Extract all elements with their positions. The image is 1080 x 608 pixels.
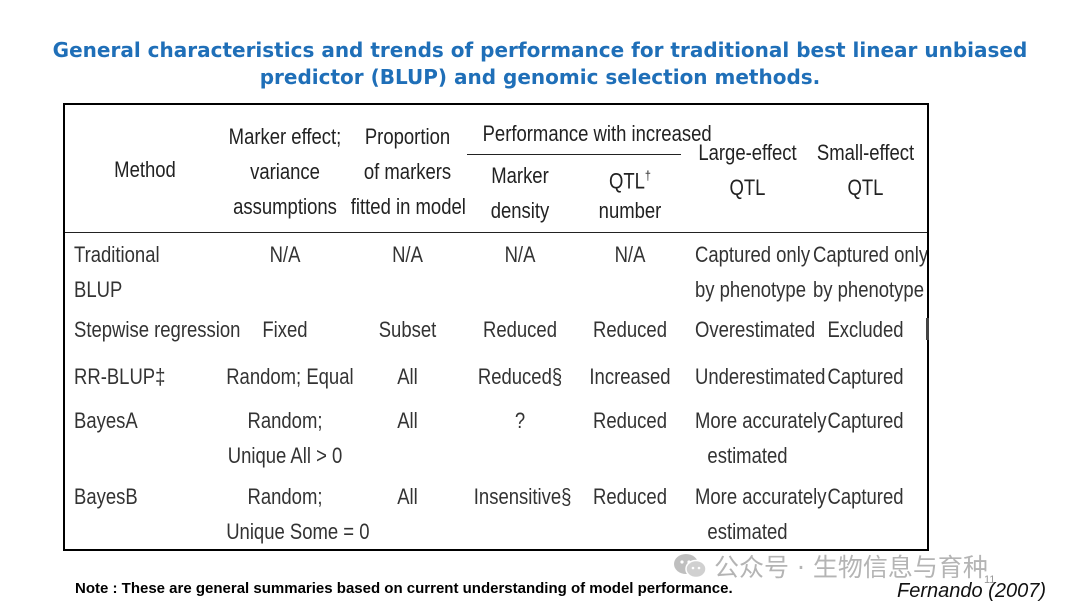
row-marker-density: Insensitive§ (473, 484, 572, 509)
row-proportion: Subset (378, 317, 437, 342)
row-marker-density: N/A (504, 242, 536, 267)
qtl-label: QTL (608, 168, 645, 194)
header-large-effect-line1: Large-effect (698, 140, 797, 165)
row-qtl-number: N/A (614, 242, 646, 267)
characteristics-table: Method Marker effect; variance assumptio… (63, 103, 929, 551)
watermark-text: 公众号 · 生物信息与育种 (714, 553, 988, 582)
header-performance-group: Performance with increased (482, 121, 712, 146)
row-method: Stepwise regression (74, 317, 241, 342)
row-small-effect: Excluded (827, 317, 904, 342)
row-marker-density: ? (514, 408, 526, 433)
header-small-effect-line2: QTL (847, 175, 884, 200)
header-marker-density-line1: Marker (491, 163, 549, 188)
header-rule (65, 232, 927, 233)
row-large-effect: More accurately (695, 408, 827, 433)
row-large-effect: by phenotype (695, 277, 806, 302)
header-small-effect-line1: Small-effect (816, 140, 915, 165)
row-marker-effect: Unique All > 0 (227, 443, 343, 468)
citation: Fernando (2007) (897, 580, 1046, 602)
row-method: Traditional (74, 242, 160, 267)
group-underline (467, 154, 681, 155)
cropped-text-fragment (926, 318, 929, 340)
header-proportion-line1: Proportion (364, 124, 451, 149)
row-large-effect: estimated (707, 519, 788, 544)
row-large-effect: Underestimated (695, 364, 826, 389)
row-method: BayesA (74, 408, 138, 433)
row-marker-effect: Unique Some = 0 (226, 519, 370, 544)
row-method: BLUP (74, 277, 123, 302)
header-proportion-line2: of markers (363, 159, 452, 184)
header-method: Method (114, 157, 176, 182)
row-marker-effect: Random; (247, 484, 323, 509)
header-large-effect-line2: QTL (729, 175, 766, 200)
header-proportion-line3: fitted in model (350, 194, 466, 219)
row-marker-density: Reduced§ (477, 364, 563, 389)
row-marker-effect: Random; (247, 408, 323, 433)
note-text: Note : These are general summaries based… (75, 580, 733, 597)
header-marker-effect-line3: assumptions (233, 194, 337, 219)
header-marker-effect-line2: variance (250, 159, 320, 184)
row-proportion: All (397, 408, 418, 433)
row-marker-density: Reduced (483, 317, 557, 342)
header-marker-density-line2: density (490, 198, 550, 223)
row-large-effect: More accurately (695, 484, 827, 509)
header-marker-effect-line1: Marker effect; (228, 124, 342, 149)
header-qtl-number-line1: QTL† (584, 158, 676, 198)
row-qtl-number: Reduced (593, 317, 667, 342)
row-small-effect: Captured only (813, 242, 929, 267)
row-marker-effect: N/A (269, 242, 301, 267)
row-method: BayesB (74, 484, 138, 509)
row-large-effect: Captured only (695, 242, 811, 267)
watermark: 公众号 · 生物信息与育种 (672, 548, 988, 584)
row-small-effect: Captured (827, 364, 904, 389)
row-large-effect: Overestimated (695, 317, 816, 342)
row-marker-effect: Fixed (262, 317, 308, 342)
qtl-footnote-mark: † (644, 168, 652, 183)
wechat-icon (674, 554, 707, 579)
row-small-effect: Captured (827, 408, 904, 433)
row-method: RR-BLUP‡ (74, 364, 166, 389)
row-large-effect: estimated (707, 443, 788, 468)
row-proportion: N/A (392, 242, 423, 267)
row-proportion: All (397, 364, 418, 389)
row-qtl-number: Reduced (593, 408, 667, 433)
row-qtl-number: Reduced (593, 484, 667, 509)
page-number: 11 (984, 574, 996, 586)
row-qtl-number: Increased (589, 364, 671, 389)
row-small-effect: by phenotype (813, 277, 924, 302)
header-qtl-number-line2: number (598, 198, 662, 223)
slide-title: General characteristics and trends of pe… (52, 38, 1028, 89)
row-small-effect: Captured (827, 484, 904, 509)
row-marker-effect: Random; Equal (226, 364, 354, 389)
row-proportion: All (397, 484, 418, 509)
